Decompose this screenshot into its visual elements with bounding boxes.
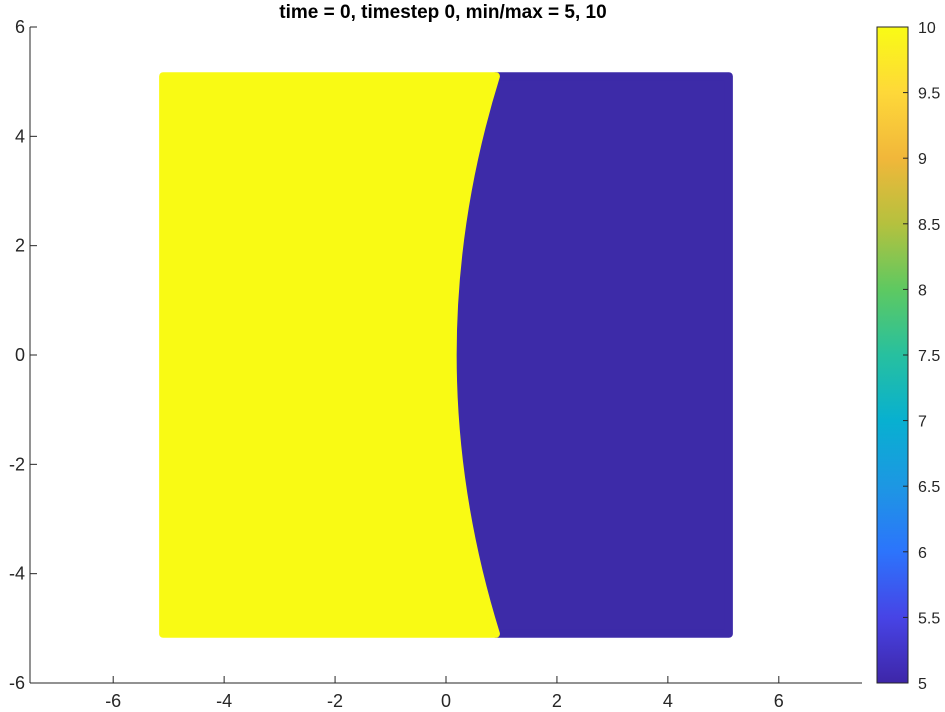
y-tick-label: 0 [15, 345, 25, 365]
y-tick-label: -4 [9, 564, 25, 584]
x-tick-label: 2 [552, 691, 562, 711]
region-value-10 [159, 72, 500, 638]
colorbar-tick-label: 5 [918, 676, 927, 693]
chart-title: time = 0, timestep 0, min/max = 5, 10 [279, 2, 606, 23]
x-tick-label: 0 [441, 691, 451, 711]
colorbar-tick-label: 7.5 [918, 348, 940, 365]
x-tick-label: 4 [663, 691, 673, 711]
colorbar: 5 5.5 6 6.5 7 7.5 8 8.5 9 9.5 10 [876, 20, 940, 693]
y-tick-label: 2 [15, 236, 25, 256]
x-tick-label: -6 [105, 691, 121, 711]
y-tick-label: -2 [9, 454, 25, 474]
y-tick-label: -6 [9, 673, 25, 693]
y-tick-label: 4 [15, 126, 25, 146]
y-axis: -6 -4 -2 0 2 4 6 [9, 17, 37, 693]
colorbar-tick-label: 8.5 [918, 217, 940, 234]
colorbar-tick-label: 9.5 [918, 86, 940, 103]
region-value-5 [448, 72, 733, 638]
colorbar-tick-label: 10 [918, 20, 936, 37]
x-tick-label: -4 [216, 691, 232, 711]
colorbar-tick-label: 6 [918, 545, 927, 562]
x-tick-label: 6 [774, 691, 784, 711]
colorbar-tick-label: 5.5 [918, 610, 940, 627]
colorbar-gradient [876, 26, 909, 684]
colorbar-tick-label: 6.5 [918, 479, 940, 496]
x-axis: -6 -4 -2 0 2 4 6 [105, 676, 784, 711]
plot-area [159, 72, 733, 638]
colorbar-tick-label: 9 [918, 151, 927, 168]
x-tick-label: -2 [327, 691, 343, 711]
colorbar-tick-label: 8 [918, 282, 927, 299]
colorbar-tick-label: 7 [918, 414, 927, 431]
colorbar-ticks: 5 5.5 6 6.5 7 7.5 8 8.5 9 9.5 10 [903, 20, 940, 693]
y-tick-label: 6 [15, 17, 25, 37]
